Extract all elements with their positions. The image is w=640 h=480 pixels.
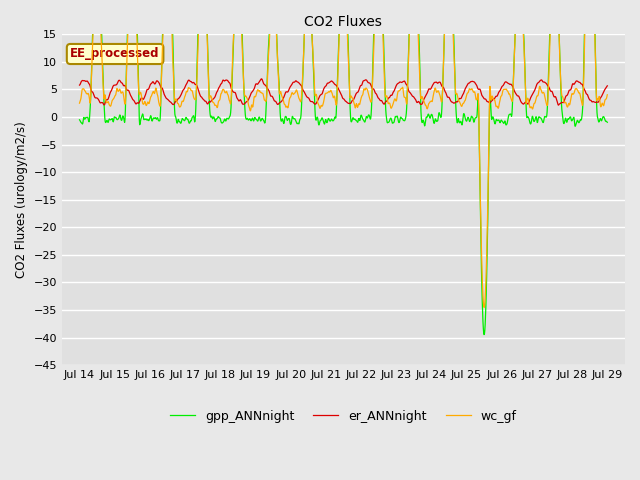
Y-axis label: CO2 Fluxes (urology/m2/s): CO2 Fluxes (urology/m2/s): [15, 121, 28, 278]
er_ANNnight: [76, 82, 83, 88]
er_ANNnight: [426, 86, 433, 92]
wc_gf: [604, 92, 611, 97]
gpp_ANNnight: [604, 120, 611, 125]
er_ANNnight: [495, 90, 502, 96]
wc_gf: [425, 100, 433, 106]
wc_gf: [193, 77, 201, 83]
er_ANNnight: [555, 102, 563, 108]
er_ANNnight: [252, 81, 260, 87]
Line: er_ANNnight: er_ANNnight: [79, 79, 607, 105]
gpp_ANNnight: [252, 117, 260, 122]
Line: gpp_ANNnight: gpp_ANNnight: [79, 0, 607, 335]
er_ANNnight: [180, 86, 188, 92]
wc_gf: [541, 94, 548, 100]
er_ANNnight: [193, 83, 201, 89]
Text: EE_processed: EE_processed: [70, 48, 160, 60]
gpp_ANNnight: [541, 114, 548, 120]
wc_gf: [76, 100, 83, 106]
er_ANNnight: [257, 76, 265, 82]
wc_gf: [252, 93, 260, 98]
gpp_ANNnight: [180, 118, 188, 123]
Line: wc_gf: wc_gf: [79, 0, 607, 307]
gpp_ANNnight: [495, 117, 502, 123]
wc_gf: [480, 304, 488, 310]
gpp_ANNnight: [76, 117, 83, 123]
Legend: gpp_ANNnight, er_ANNnight, wc_gf: gpp_ANNnight, er_ANNnight, wc_gf: [165, 405, 522, 428]
gpp_ANNnight: [425, 112, 433, 118]
er_ANNnight: [541, 80, 548, 85]
gpp_ANNnight: [480, 332, 488, 337]
wc_gf: [495, 106, 502, 111]
gpp_ANNnight: [193, 69, 201, 75]
er_ANNnight: [604, 83, 611, 89]
wc_gf: [180, 96, 188, 102]
Title: CO2 Fluxes: CO2 Fluxes: [305, 15, 382, 29]
